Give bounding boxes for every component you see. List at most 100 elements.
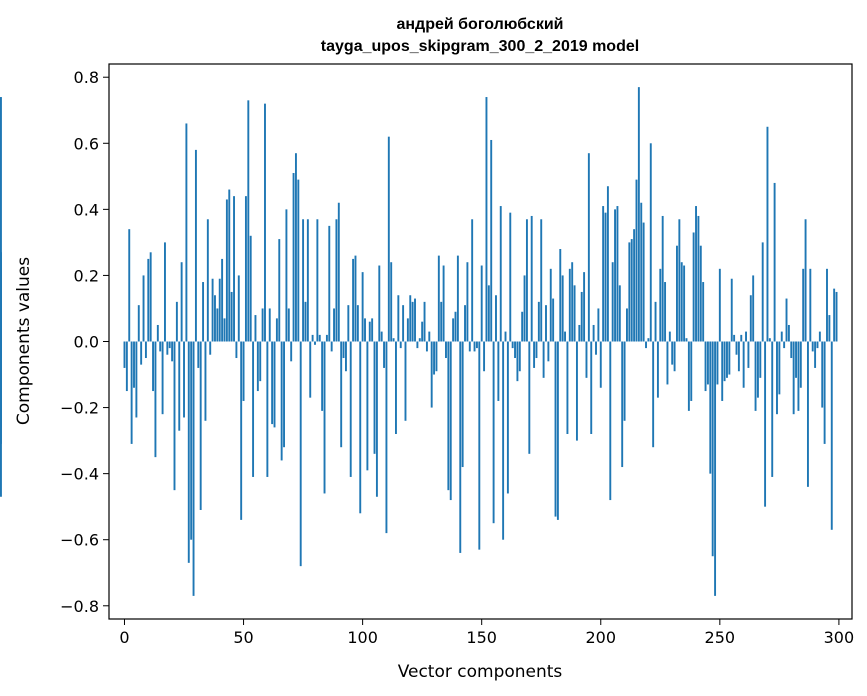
bar xyxy=(587,153,590,342)
bar xyxy=(411,301,414,342)
bar xyxy=(711,341,714,557)
bar xyxy=(156,324,159,342)
bar xyxy=(623,341,626,421)
bar xyxy=(802,268,805,342)
bar xyxy=(144,341,147,359)
x-tick-label: 100 xyxy=(347,628,378,647)
bar xyxy=(611,262,614,342)
bar xyxy=(225,199,228,342)
bar xyxy=(466,262,469,342)
bar xyxy=(287,308,290,342)
bar xyxy=(461,341,464,468)
bar xyxy=(714,341,717,596)
bar xyxy=(423,301,426,342)
bar xyxy=(614,209,617,342)
bar xyxy=(211,278,214,342)
bar xyxy=(523,275,526,342)
bar xyxy=(554,341,557,517)
bar xyxy=(690,341,693,401)
bar xyxy=(302,219,305,342)
bar xyxy=(492,341,495,524)
bar xyxy=(154,341,157,458)
bar xyxy=(704,341,707,392)
bar xyxy=(275,318,278,342)
y-tick-label: −0.2 xyxy=(60,399,99,418)
bar xyxy=(514,341,516,359)
bar xyxy=(597,308,600,342)
bar xyxy=(425,341,428,352)
bar xyxy=(728,341,731,375)
bar xyxy=(252,341,255,477)
bar xyxy=(695,206,697,342)
bar xyxy=(421,321,424,342)
bar xyxy=(383,341,386,368)
bar xyxy=(709,341,712,474)
bar xyxy=(464,305,466,342)
bar xyxy=(787,324,790,342)
bar xyxy=(766,126,769,342)
bar xyxy=(125,341,128,392)
bar xyxy=(209,341,212,355)
bar xyxy=(390,262,393,342)
bar xyxy=(756,341,759,398)
bar xyxy=(185,123,188,342)
bar xyxy=(814,341,817,368)
bar xyxy=(833,288,836,342)
bar xyxy=(826,268,828,342)
bar xyxy=(797,341,800,411)
bar xyxy=(409,295,412,342)
bar xyxy=(792,341,795,415)
bar xyxy=(380,331,383,342)
bar xyxy=(130,341,133,444)
bar xyxy=(676,245,678,342)
bar xyxy=(726,341,728,378)
bar xyxy=(804,219,807,342)
bar xyxy=(628,242,631,342)
bar xyxy=(721,341,724,401)
chart-title: андрей боголюбский xyxy=(396,16,563,33)
y-tick-label: 0.6 xyxy=(74,134,99,153)
bar xyxy=(166,341,169,355)
bar xyxy=(149,252,152,342)
bar xyxy=(168,341,171,349)
bar xyxy=(435,341,438,372)
bar xyxy=(723,341,726,382)
bar xyxy=(349,341,352,477)
bar xyxy=(480,265,483,342)
bar xyxy=(749,295,752,342)
bar xyxy=(795,341,797,378)
bar xyxy=(737,341,740,372)
bar xyxy=(204,341,207,421)
bar xyxy=(752,275,755,342)
bar xyxy=(447,341,450,491)
bar xyxy=(652,341,655,448)
bar xyxy=(244,196,247,342)
y-axis: −0.8 −0.6 −0.4 −0.2 0.0 0.2 0.4 0.6 0.8 xyxy=(60,68,109,616)
bar xyxy=(559,249,562,342)
bar xyxy=(578,324,581,342)
bar xyxy=(654,301,657,342)
bar xyxy=(616,206,619,342)
bar xyxy=(256,341,259,392)
bar xyxy=(630,239,633,342)
bar xyxy=(247,100,250,342)
bar xyxy=(649,143,652,342)
x-tick-label: 150 xyxy=(466,628,497,647)
bar xyxy=(249,235,252,342)
bar xyxy=(495,295,497,342)
bar xyxy=(261,308,264,342)
bar xyxy=(273,341,276,428)
bar xyxy=(242,341,245,401)
bar xyxy=(542,341,545,378)
bar xyxy=(311,334,314,342)
bar xyxy=(354,255,357,342)
y-tick-label: 0.8 xyxy=(74,68,99,87)
bar xyxy=(183,341,185,418)
bar xyxy=(556,341,559,520)
x-tick-label: 300 xyxy=(824,628,855,647)
bar xyxy=(823,341,826,444)
bar xyxy=(137,305,140,342)
bar xyxy=(564,331,566,342)
bar xyxy=(575,341,578,441)
bar xyxy=(656,341,659,398)
